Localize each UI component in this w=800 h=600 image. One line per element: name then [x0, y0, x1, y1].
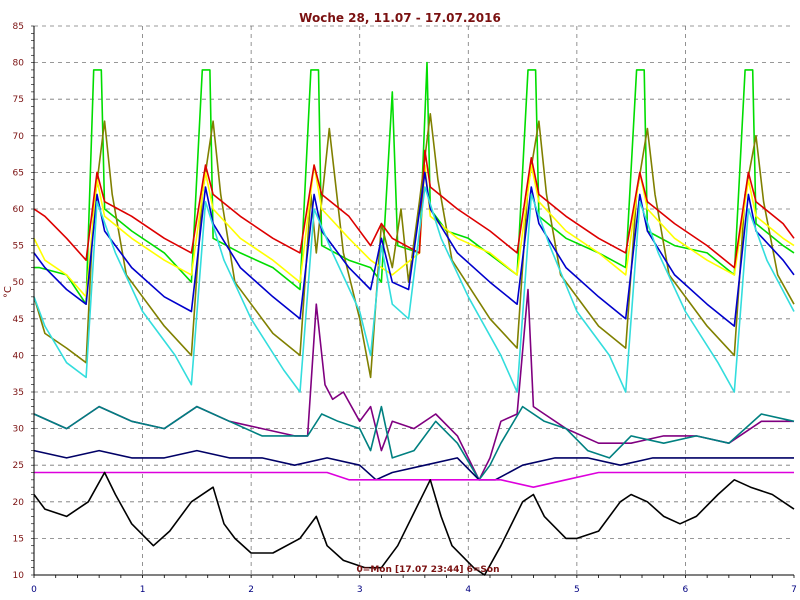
x-tick-label: 1	[140, 585, 146, 595]
chart-footer: 0=Mon [17.07 23:44] 6=Son	[357, 565, 500, 575]
y-tick-label: 20	[13, 498, 25, 508]
x-tick-label: 2	[248, 585, 254, 595]
y-tick-label: 50	[13, 278, 25, 288]
y-tick-label: 30	[13, 425, 25, 435]
y-tick-label: 55	[13, 242, 24, 252]
series-line-4	[33, 149, 795, 269]
series-line-8	[33, 405, 795, 481]
x-tick-label: 5	[574, 585, 580, 595]
x-tick-label: 6	[683, 585, 689, 595]
y-axis-unit: °C	[3, 286, 14, 298]
series-line-10	[34, 471, 794, 489]
x-tick-label: 4	[465, 585, 471, 595]
y-tick-label: 35	[13, 388, 24, 398]
axes	[31, 25, 795, 578]
series-line-9	[33, 449, 794, 481]
y-tick-label: 15	[13, 534, 24, 544]
series-line-11	[33, 471, 795, 576]
plot-background	[30, 26, 794, 586]
series-line-6	[33, 186, 795, 393]
y-tick-label: 75	[13, 95, 24, 105]
chart-title: Woche 28, 11.07 - 17.07.2016	[299, 11, 501, 25]
series-line-2	[33, 113, 795, 379]
series-line-1	[34, 61, 795, 306]
y-tick-label: 80	[13, 59, 25, 69]
y-tick-label: 60	[13, 205, 25, 215]
x-tick-label: 3	[357, 585, 363, 595]
y-tick-label: 10	[13, 571, 25, 581]
x-tick-label: 0	[31, 585, 37, 595]
series-line-5	[33, 171, 795, 327]
x-tick-label: 7	[791, 585, 797, 595]
y-tick-label: 65	[13, 168, 24, 178]
y-tick-label: 85	[13, 22, 24, 32]
series-group	[33, 61, 795, 576]
y-tick-label: 70	[13, 132, 25, 142]
y-tick-label: 25	[13, 461, 24, 471]
y-tick-label: 45	[13, 315, 24, 325]
y-tick-label: 40	[13, 351, 25, 361]
